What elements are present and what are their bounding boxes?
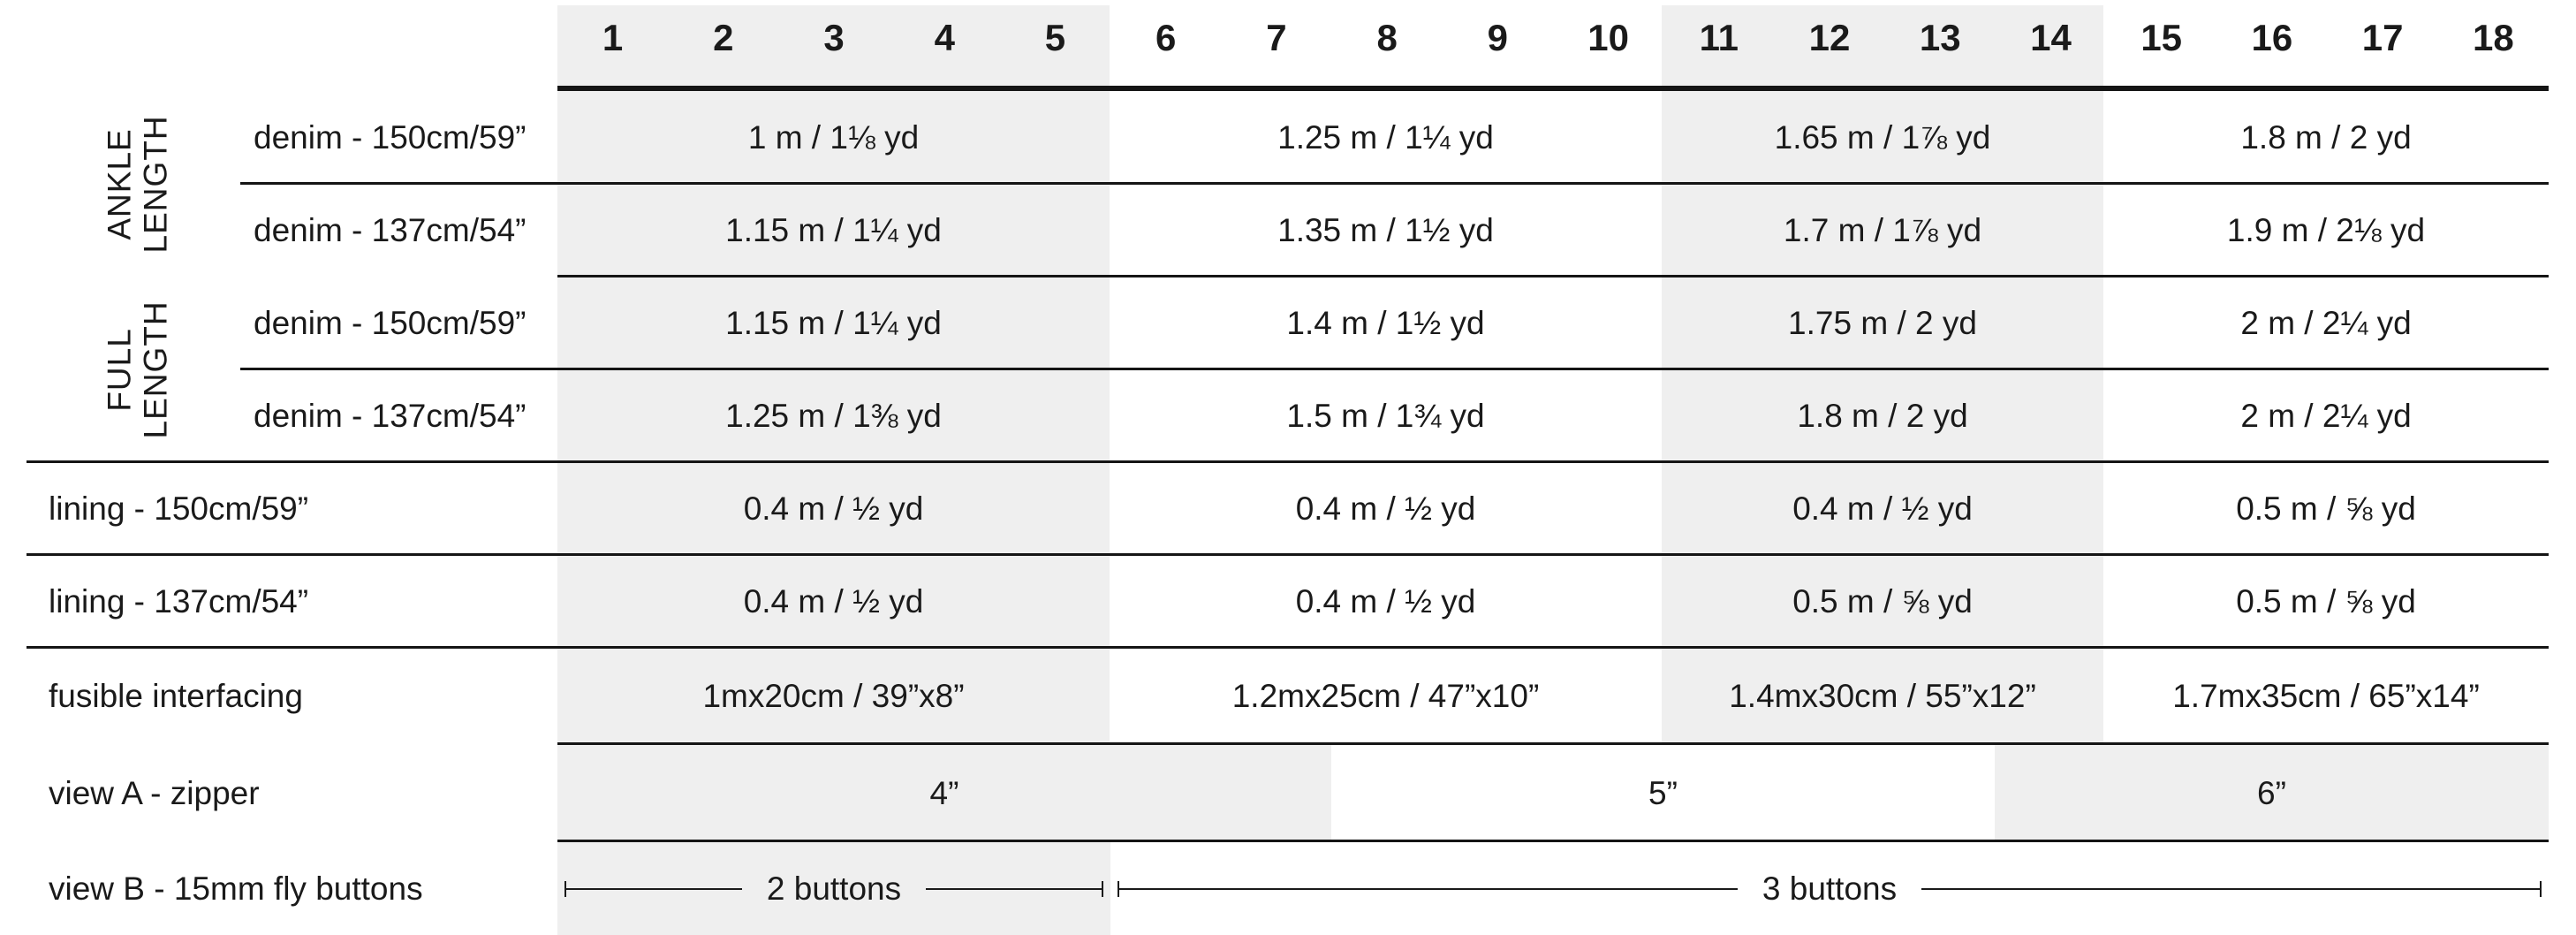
button-count-label: 2 buttons — [766, 870, 902, 907]
row-divider — [557, 840, 2549, 842]
table-row-full-denim-150: denim - 150cm/59” 1.15 m / 1¼ yd 1.4 m /… — [0, 277, 2576, 369]
table-row-ankle-denim-137: denim - 137cm/54” 1.15 m / 1¼ yd 1.35 m … — [0, 184, 2576, 277]
size-header-cell: 5 — [1044, 17, 1066, 58]
row-label: denim - 137cm/54” — [254, 397, 527, 434]
size-header-cell: 15 — [2140, 17, 2183, 58]
fabric-value-cell: 0.4 m / ½ yd — [1295, 582, 1476, 620]
fabric-value-cell: 2 m / 2¼ yd — [2240, 304, 2412, 341]
size-header-cell: 11 — [1699, 17, 1739, 58]
zipper-length-cell: 4” — [929, 775, 959, 811]
row-divider — [240, 182, 2549, 185]
shaded-band-sizes-11-14 — [1662, 5, 2103, 742]
dimension-line — [566, 887, 742, 890]
size-header-cell: 18 — [2472, 17, 2514, 58]
fabric-value-cell: 1.8 m / 2 yd — [1797, 397, 1968, 434]
fabric-value-cell: 1.9 m / 2⅛ yd — [2226, 211, 2426, 248]
fabric-value-cell: 1.7mx35cm / 65”x14” — [2172, 678, 2480, 714]
row-divider — [27, 553, 2549, 556]
button-count-label: 3 buttons — [1762, 870, 1898, 907]
row-label: lining - 150cm/59” — [49, 490, 309, 527]
shaded-band-sizes-1-5 — [557, 5, 1110, 742]
fabric-value-cell: 1.75 m / 2 yd — [1788, 304, 1977, 341]
dimension-line — [926, 887, 1102, 890]
row-label: denim - 137cm/54” — [254, 211, 527, 248]
size-header-cell: 3 — [823, 17, 845, 58]
table-row-fusible-interfacing: fusible interfacing 1mx20cm / 39”x8” 1.2… — [0, 648, 2576, 745]
fabric-value-cell: 1.15 m / 1¼ yd — [725, 304, 942, 341]
zipper-length-cell: 5” — [1648, 775, 1678, 811]
fabric-value-cell: 1.4mx30cm / 55”x12” — [1729, 678, 2036, 714]
size-header-cell: 14 — [2030, 17, 2072, 58]
fabric-value-cell: 0.4 m / ½ yd — [1295, 490, 1476, 527]
dimension-line-end-cap — [1102, 880, 1104, 897]
size-header-row: 1 2 3 4 5 6 7 8 9 10 11 12 13 14 15 16 1… — [557, 0, 2549, 86]
fabric-value-cell: 1.5 m / 1¾ yd — [1286, 397, 1485, 434]
size-header-cell: 10 — [1587, 17, 1629, 58]
fabric-value-cell: 0.5 m / ⅝ yd — [1792, 582, 1973, 620]
size-header-cell: 16 — [2251, 17, 2293, 58]
row-divider — [240, 368, 2549, 370]
row-label: view B - 15mm fly buttons — [49, 870, 423, 907]
table-row-ankle-denim-150: denim - 150cm/59” 1 m / 1⅛ yd 1.25 m / 1… — [0, 91, 2576, 184]
size-header-cell: 13 — [1919, 17, 1961, 58]
dimension-line-end-cap — [2540, 880, 2542, 897]
fabric-value-cell: 1.25 m / 1¼ yd — [1277, 118, 1494, 156]
size-header-cell: 4 — [934, 17, 955, 58]
fabric-value-cell: 1.65 m / 1⅞ yd — [1774, 118, 1991, 156]
row-divider — [27, 460, 2549, 463]
fabric-value-cell: 1.35 m / 1½ yd — [1277, 211, 1494, 248]
fabric-value-cell: 1.7 m / 1⅞ yd — [1783, 211, 1982, 248]
shaded-band-zipper-4in — [557, 745, 1331, 840]
size-header-cell: 2 — [713, 17, 734, 58]
fabric-value-cell: 0.4 m / ½ yd — [743, 582, 924, 620]
table-row-view-b-fly-buttons: view B - 15mm fly buttons 2 buttons 3 bu… — [0, 842, 2576, 935]
size-header-cell: 9 — [1487, 17, 1509, 58]
header-underline — [557, 86, 2549, 91]
button-count-cell: 2 buttons — [557, 870, 1110, 908]
fabric-value-cell: 1.4 m / 1½ yd — [1286, 304, 1485, 341]
fabric-value-cell: 2 m / 2¼ yd — [2240, 397, 2412, 434]
table-row-full-denim-137: denim - 137cm/54” 1.25 m / 1⅜ yd 1.5 m /… — [0, 369, 2576, 462]
row-label: lining - 137cm/54” — [49, 582, 309, 620]
size-header-cell: 17 — [2361, 17, 2404, 58]
size-header-cell: 8 — [1376, 17, 1398, 58]
fabric-value-cell: 1.8 m / 2 yd — [2240, 118, 2412, 156]
fabric-value-cell: 1 m / 1⅛ yd — [747, 118, 920, 156]
shaded-band-zipper-6in — [1995, 745, 2549, 840]
row-divider — [557, 742, 2549, 745]
dimension-line — [1921, 887, 2541, 890]
fabric-value-cell: 0.4 m / ½ yd — [1792, 490, 1973, 527]
fabric-value-cell: 1mx20cm / 39”x8” — [702, 678, 965, 714]
fabric-value-cell: 0.5 m / ⅝ yd — [2236, 582, 2416, 620]
zipper-length-cell: 6” — [2257, 775, 2286, 811]
table-row-view-a-zipper: view A - zipper 4” 5” 6” — [0, 745, 2576, 842]
fabric-value-cell: 1.15 m / 1¼ yd — [725, 211, 942, 248]
size-header-cell: 6 — [1155, 17, 1177, 58]
table-row-lining-150: lining - 150cm/59” 0.4 m / ½ yd 0.4 m / … — [0, 462, 2576, 555]
table-row-lining-137: lining - 137cm/54” 0.4 m / ½ yd 0.4 m / … — [0, 555, 2576, 648]
row-label: view A - zipper — [49, 775, 260, 811]
fabric-value-cell: 0.5 m / ⅝ yd — [2236, 490, 2416, 527]
fabric-value-cell: 1.25 m / 1⅜ yd — [725, 397, 942, 434]
fabric-value-cell: 1.2mx25cm / 47”x10” — [1231, 678, 1540, 714]
row-label: denim - 150cm/59” — [254, 118, 527, 156]
fabric-value-cell: 0.4 m / ½ yd — [743, 490, 924, 527]
size-header-cell: 7 — [1266, 17, 1287, 58]
size-header-cell: 1 — [602, 17, 624, 58]
row-label: fusible interfacing — [49, 678, 303, 714]
button-count-cell: 3 buttons — [1110, 870, 2549, 908]
dimension-line-end-cap — [564, 880, 566, 897]
row-label: denim - 150cm/59” — [254, 304, 527, 341]
row-divider — [557, 275, 2549, 277]
dimension-line-end-cap — [1118, 880, 1119, 897]
row-divider — [27, 646, 2549, 649]
dimension-line — [1119, 887, 1738, 890]
size-header-cell: 12 — [1808, 17, 1851, 58]
